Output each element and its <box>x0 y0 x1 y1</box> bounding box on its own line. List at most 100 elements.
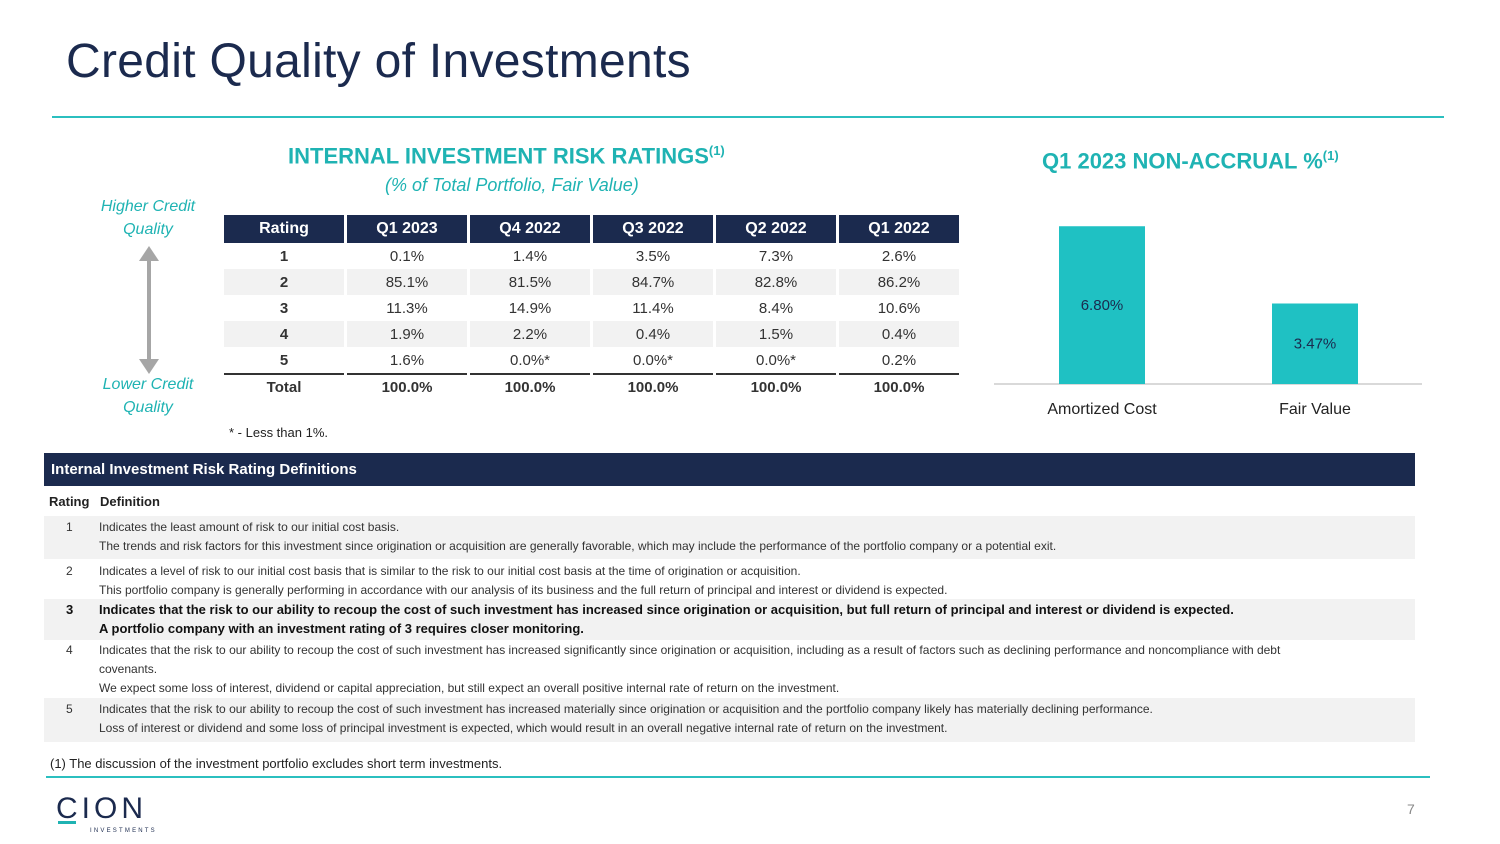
table-cell: 0.0%* <box>509 351 551 369</box>
definition-line: covenants. <box>99 662 158 676</box>
table-row: 4 1.9% 2.2% 0.4% 1.5% 0.4% <box>224 321 959 347</box>
table-cell: 81.5% <box>470 269 590 295</box>
table-cell: 2.2% <box>470 321 590 347</box>
ratings-heading-note: (1) <box>708 143 725 158</box>
table-cell: 8.4% <box>758 299 794 317</box>
table-cell: 3.5% <box>635 247 671 265</box>
table-cell: 0.0%* <box>755 351 797 369</box>
definition-line: Indicates that the risk to our ability t… <box>99 643 1281 657</box>
definition-line: Indicates the least amount of risk to ou… <box>99 520 400 534</box>
nonaccrual-heading-note: (1) <box>1322 148 1339 163</box>
table-cell: 85.1% <box>347 269 467 295</box>
definition-row-5: 5 Indicates that the risk to our ability… <box>44 698 1415 742</box>
page-title: Credit Quality of Investments <box>66 35 691 88</box>
table-cell: 1 <box>279 247 289 265</box>
table-row: 1 0.1% 1.4% 3.5% 7.3% 2.6% <box>224 243 959 269</box>
nonaccrual-bar-chart: 6.80% Amortized Cost 3.47% Fair Value <box>994 226 1422 418</box>
definitions-title: Internal Investment Risk Rating Definiti… <box>51 461 357 478</box>
table-cell: 1.4% <box>512 247 548 265</box>
definition-line: A portfolio company with an investment r… <box>99 621 584 636</box>
definition-row-2: 2 Indicates a level of risk to our initi… <box>44 559 1415 599</box>
bar-data-label: 3.47% <box>1294 336 1337 353</box>
table-row: 5 1.6% 0.0%* 0.0%* 0.0%* 0.2% <box>224 347 959 373</box>
table-cell: 2.6% <box>881 247 917 265</box>
table-cell: 0.1% <box>389 247 425 265</box>
bar-fair-value <box>1272 303 1358 384</box>
bar-amortized-cost <box>1059 226 1145 384</box>
table-cell: 100.0% <box>470 373 590 399</box>
definition-line: The trends and risk factors for this inv… <box>99 539 1057 553</box>
definition-rating-number: 5 <box>66 702 73 716</box>
definition-line: Indicates that the risk to our ability t… <box>99 602 1234 617</box>
logo-tagline: INVESTMENTS <box>90 828 157 834</box>
table-cell: 100.0% <box>839 373 959 399</box>
definitions-col-rating: Rating <box>49 494 90 509</box>
table-cell: 0.2% <box>881 351 917 369</box>
definitions-header-bar <box>44 453 1415 486</box>
table-cell: 7.3% <box>758 247 794 265</box>
definition-rating-number: 4 <box>66 643 73 657</box>
col-header-q1-2023: Q1 2023 <box>347 215 467 243</box>
table-cell: 0.4% <box>839 321 959 347</box>
table-row: 2 85.1% 81.5% 84.7% 82.8% 86.2% <box>224 269 959 295</box>
cion-logo: CION INVESTMENTS <box>56 792 157 834</box>
table-cell: 5 <box>279 351 289 369</box>
definition-line: Indicates a level of risk to our initial… <box>99 564 801 578</box>
table-header-row: Rating Q1 2023 Q4 2022 Q3 2022 Q2 2022 Q… <box>224 215 959 243</box>
definition-line: We expect some loss of interest, dividen… <box>99 681 840 695</box>
table-cell: 1.5% <box>716 321 836 347</box>
table-cell: Total <box>224 373 344 399</box>
table-cell: 86.2% <box>839 269 959 295</box>
double-arrow-icon <box>139 246 159 374</box>
definition-line: This portfolio company is generally perf… <box>99 583 948 597</box>
definition-rating-number: 3 <box>66 602 74 617</box>
table-cell: 11.3% <box>386 299 428 317</box>
logo-accent <box>58 821 76 824</box>
table-cell: 4 <box>224 321 344 347</box>
definition-row-1: 1 Indicates the least amount of risk to … <box>44 516 1415 559</box>
col-header-q4-2022: Q4 2022 <box>470 215 590 243</box>
table-cell: 3 <box>279 299 289 317</box>
risk-ratings-table: Rating Q1 2023 Q4 2022 Q3 2022 Q2 2022 Q… <box>221 215 962 399</box>
chart-bars: 6.80% Amortized Cost 3.47% Fair Value <box>1047 226 1358 418</box>
table-cell: 82.8% <box>716 269 836 295</box>
col-header-q2-2022: Q2 2022 <box>716 215 836 243</box>
category-label: Amortized Cost <box>1047 401 1157 418</box>
table-cell: 11.4% <box>632 299 674 317</box>
table-cell: 14.9% <box>508 299 552 317</box>
table-cell: 100.0% <box>716 373 836 399</box>
table-cell: 100.0% <box>593 373 713 399</box>
definitions-col-definition: Definition <box>100 494 160 509</box>
nonaccrual-heading-text: Q1 2023 NON-ACCRUAL % <box>1042 148 1323 174</box>
table-cell: 1.6% <box>389 351 425 369</box>
col-header-rating: Rating <box>224 215 344 243</box>
page-number: 7 <box>1407 801 1415 817</box>
definition-row-3: 3 Indicates that the risk to our ability… <box>44 599 1415 640</box>
table-cell: 1.9% <box>347 321 467 347</box>
category-label: Fair Value <box>1279 401 1351 418</box>
footer-divider <box>46 776 1430 778</box>
definition-line: Loss of interest or dividend and some lo… <box>99 721 948 735</box>
table-cell: 0.4% <box>593 321 713 347</box>
table-cell: 84.7% <box>593 269 713 295</box>
table-cell: 100.0% <box>347 373 467 399</box>
table-total-row: Total 100.0% 100.0% 100.0% 100.0% 100.0% <box>224 373 959 399</box>
definition-rating-number: 2 <box>66 564 73 578</box>
less-than-footnote: * - Less than 1%. <box>229 425 328 440</box>
definition-line: Indicates that the risk to our ability t… <box>99 702 1153 716</box>
ratings-heading: INTERNAL INVESTMENT RISK RATINGS(1) <box>288 143 725 169</box>
definition-rating-number: 1 <box>66 520 73 534</box>
higher-credit-quality-label: Higher Credit Quality <box>100 198 196 238</box>
definition-row-4: 4 Indicates that the risk to our ability… <box>44 640 1415 698</box>
col-header-q1-2022: Q1 2022 <box>839 215 959 243</box>
title-divider <box>52 116 1444 118</box>
col-header-q3-2022: Q3 2022 <box>593 215 713 243</box>
ratings-heading-text: INTERNAL INVESTMENT RISK RATINGS <box>288 143 709 169</box>
table-row: 3 11.3% 14.9% 11.4% 8.4% 10.6% <box>224 295 959 321</box>
table-cell: 0.0%* <box>632 351 674 369</box>
ratings-subheading: (% of Total Portfolio, Fair Value) <box>385 175 639 195</box>
bar-data-label: 6.80% <box>1081 297 1124 314</box>
table-cell: 10.6% <box>877 299 921 317</box>
portfolio-footnote: (1) The discussion of the investment por… <box>50 756 503 771</box>
table-cell: 2 <box>224 269 344 295</box>
